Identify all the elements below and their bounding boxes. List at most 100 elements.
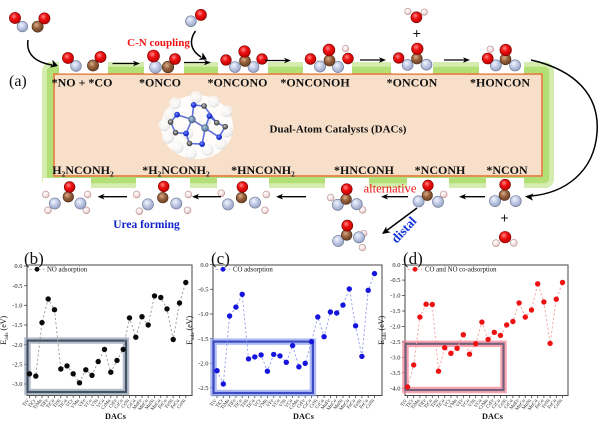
svg-text:VCr: VCr xyxy=(66,398,75,408)
svg-text:C-N coupling: C-N coupling xyxy=(127,37,190,49)
svg-text:VNi: VNi xyxy=(91,398,101,408)
svg-text:CrCo: CrCo xyxy=(114,398,125,410)
svg-text:FeCu: FeCu xyxy=(547,398,558,410)
svg-text:MnNi: MnNi xyxy=(145,398,157,411)
svg-text:CrMn: CrMn xyxy=(289,398,301,411)
svg-text:-2.5: -2.5 xyxy=(198,385,208,392)
svg-text:-1.5: -1.5 xyxy=(390,308,400,315)
svg-text:VCr: VCr xyxy=(253,398,262,408)
svg-text:FeNi: FeNi xyxy=(165,398,175,409)
svg-text:-2.0: -2.0 xyxy=(390,324,400,331)
svg-text:TiFe: TiFe xyxy=(40,398,50,409)
svg-text:Eads (eV): Eads (eV) xyxy=(185,315,196,344)
svg-text:*NCONH: *NCONH xyxy=(415,163,466,177)
svg-text:VFe: VFe xyxy=(456,398,466,408)
svg-text:-1.5: -1.5 xyxy=(12,322,22,329)
svg-text:(a): (a) xyxy=(9,73,27,90)
svg-text:CrCu: CrCu xyxy=(504,398,515,410)
svg-text:TiFe: TiFe xyxy=(418,398,428,409)
svg-text:TiNi: TiNi xyxy=(430,398,440,409)
svg-text:VCo: VCo xyxy=(461,398,471,409)
svg-text:FeCo: FeCo xyxy=(158,398,169,410)
svg-text:CrNi: CrNi xyxy=(121,398,131,409)
svg-text:VCu: VCu xyxy=(96,398,106,409)
svg-text:VCo: VCo xyxy=(84,398,94,409)
svg-text:FeCo: FeCo xyxy=(347,398,358,410)
svg-text:-3.5: -3.5 xyxy=(390,370,400,377)
svg-text:VMn: VMn xyxy=(448,398,459,410)
svg-text:DACs: DACs xyxy=(482,412,503,421)
svg-text:-0.5: -0.5 xyxy=(12,283,22,290)
svg-text:Dual-Atom Catalysts (DACs): Dual-Atom Catalysts (DACs) xyxy=(270,124,407,136)
svg-text:-1.0: -1.0 xyxy=(198,311,208,318)
svg-text:CoNi: CoNi xyxy=(365,398,376,410)
svg-text:TiCo: TiCo xyxy=(46,398,56,409)
svg-text:FeNi: FeNi xyxy=(353,398,363,409)
svg-text:MnNi: MnNi xyxy=(333,398,345,411)
svg-text:VNi: VNi xyxy=(468,398,478,408)
svg-text:TiCr: TiCr xyxy=(28,398,38,409)
svg-text:0.0: 0.0 xyxy=(200,262,208,269)
svg-text:CrMn: CrMn xyxy=(478,398,490,411)
svg-text:+: + xyxy=(413,25,421,41)
svg-text:VFe: VFe xyxy=(266,398,276,408)
svg-text:VCo: VCo xyxy=(272,398,282,409)
svg-text:*NO + *CO: *NO + *CO xyxy=(52,76,113,90)
svg-text:+: + xyxy=(500,210,508,226)
svg-text:TiV: TiV xyxy=(22,398,31,408)
svg-text:TiNi: TiNi xyxy=(240,398,250,409)
svg-text:(c): (c) xyxy=(211,249,230,268)
svg-text:-2.0: -2.0 xyxy=(198,361,208,368)
svg-text:VMn: VMn xyxy=(71,398,82,410)
svg-text:CrCu: CrCu xyxy=(315,398,326,410)
svg-text:TiV: TiV xyxy=(210,398,219,408)
svg-text:*ONCONOH: *ONCONOH xyxy=(280,76,350,90)
svg-text:(d): (d) xyxy=(403,249,423,268)
svg-text:CrFe: CrFe xyxy=(297,398,308,410)
svg-text:DACs: DACs xyxy=(293,412,314,421)
svg-text:*HONCON: *HONCON xyxy=(470,76,530,90)
svg-text:TiMn: TiMn xyxy=(411,398,422,410)
svg-text:CoNi: CoNi xyxy=(553,398,564,410)
svg-text:TiCu: TiCu xyxy=(436,398,446,409)
svg-text:FeCu: FeCu xyxy=(359,398,370,410)
svg-text:DACs: DACs xyxy=(105,412,126,421)
svg-text:-4.0: -4.0 xyxy=(390,385,400,392)
svg-text:0.0: 0.0 xyxy=(14,263,22,270)
svg-text:-2.0: -2.0 xyxy=(12,342,22,349)
svg-text:CrMn: CrMn xyxy=(101,398,113,411)
svg-text:CrFe: CrFe xyxy=(108,398,119,410)
svg-text:CrCu: CrCu xyxy=(127,398,138,410)
svg-text:FeCo: FeCo xyxy=(535,398,546,410)
svg-text:CrNi: CrNi xyxy=(309,398,319,409)
svg-text:TiCu: TiCu xyxy=(58,398,68,409)
svg-text:TiMn: TiMn xyxy=(33,398,44,410)
svg-text:-1.5: -1.5 xyxy=(198,336,208,343)
svg-text:FeNi: FeNi xyxy=(542,398,552,409)
svg-text:MnFe: MnFe xyxy=(509,398,521,411)
svg-text:NO adsorption: NO adsorption xyxy=(47,267,88,274)
svg-text:Eads (eV): Eads (eV) xyxy=(377,315,388,344)
svg-text:CrCo: CrCo xyxy=(302,398,313,410)
svg-text:TiCo: TiCo xyxy=(234,398,244,409)
svg-text:TiCr: TiCr xyxy=(215,398,225,409)
svg-text:-0.5: -0.5 xyxy=(198,287,208,294)
svg-text:MnFe: MnFe xyxy=(132,398,144,411)
svg-text:VFe: VFe xyxy=(78,398,88,408)
svg-text:-2.5: -2.5 xyxy=(390,339,400,346)
svg-text:TiFe: TiFe xyxy=(228,398,238,409)
svg-text:*ONCON: *ONCON xyxy=(387,76,438,90)
svg-text:Urea forming: Urea forming xyxy=(113,219,180,231)
svg-text:CrCo: CrCo xyxy=(491,398,502,410)
svg-text:TiNi: TiNi xyxy=(53,398,63,409)
svg-text:FeCu: FeCu xyxy=(170,398,181,410)
svg-text:VCu: VCu xyxy=(284,398,294,409)
svg-text:-3.0: -3.0 xyxy=(12,381,22,388)
svg-text:CrFe: CrFe xyxy=(486,398,497,410)
svg-text:TiCo: TiCo xyxy=(424,398,434,409)
svg-text:TiCu: TiCu xyxy=(246,398,256,409)
svg-text:TiV: TiV xyxy=(400,398,409,408)
svg-text:(b): (b) xyxy=(24,249,44,268)
svg-text:*NCON: *NCON xyxy=(486,163,528,177)
svg-text:TiMn: TiMn xyxy=(220,398,231,410)
